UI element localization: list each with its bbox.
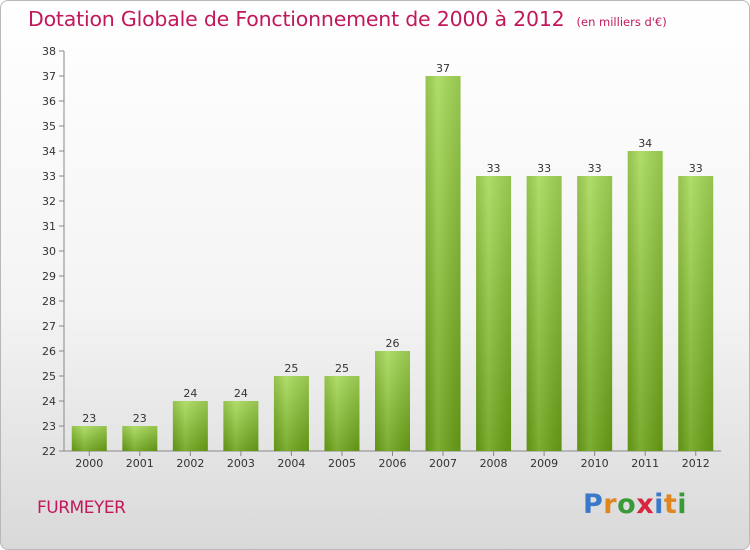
y-tick-label: 27 — [42, 320, 56, 333]
x-tick-label: 2003 — [227, 457, 255, 470]
bar-value-label: 23 — [82, 412, 96, 425]
logo-letter: i — [654, 489, 664, 520]
x-tick-label: 2007 — [429, 457, 457, 470]
logo-letter: x — [636, 489, 655, 520]
bar-value-label: 33 — [487, 162, 501, 175]
bar-value-label: 24 — [234, 387, 248, 400]
bar-value-label: 23 — [133, 412, 147, 425]
bar-shading — [172, 401, 208, 451]
bar-shading — [273, 376, 309, 451]
bar-shading — [375, 351, 410, 451]
bar-shading — [324, 376, 360, 451]
logo-letter: t — [663, 489, 678, 520]
logo-letter: P — [583, 489, 604, 520]
bar-value-label: 25 — [335, 362, 349, 375]
chart-title: Dotation Globale de Fonctionnement de 20… — [28, 7, 667, 31]
y-tick-label: 25 — [42, 370, 56, 383]
proxiti-logo: Proxiti — [583, 489, 687, 520]
bar-shading — [577, 176, 613, 451]
bars — [71, 76, 714, 451]
y-tick-label: 26 — [42, 345, 56, 358]
y-tick-label: 32 — [42, 195, 56, 208]
axes: 22 23 24 25 26 27 28 29 30 31 32 33 34 35 36 37 38 2000 20… — [42, 45, 721, 470]
unit-note: (en milliers d'€) — [576, 15, 667, 29]
y-tick-label: 29 — [42, 270, 56, 283]
bar-value-label: 33 — [537, 162, 551, 175]
data-labels: 23 23 24 24 25 25 26 37 33 33 33 34 33 — [82, 62, 702, 425]
x-tick-label: 2009 — [530, 457, 558, 470]
chart-title-text: Dotation Globale de Fonctionnement de 20… — [28, 7, 565, 31]
bar-value-label: 34 — [638, 137, 652, 150]
bar-value-label: 33 — [689, 162, 703, 175]
bar-shading — [122, 426, 158, 451]
bar-shading — [627, 151, 663, 451]
y-tick-label: 33 — [42, 170, 56, 183]
x-tick-label: 2010 — [581, 457, 609, 470]
x-tick-label: 2004 — [277, 457, 305, 470]
logo-letter: i — [677, 489, 688, 520]
bar-value-label: 37 — [436, 62, 450, 75]
bar-value-label: 25 — [284, 362, 298, 375]
bar-value-label: 24 — [183, 387, 197, 400]
x-tick-label: 2012 — [682, 457, 710, 470]
bar-shading — [476, 176, 512, 451]
y-tick-label: 37 — [42, 70, 56, 83]
x-tick-label: 2008 — [480, 457, 508, 470]
logo-letter: o — [617, 489, 637, 520]
bar-shading — [425, 76, 461, 451]
x-tick-label: 2001 — [126, 457, 154, 470]
logo-letter: r — [603, 489, 618, 520]
y-tick-label: 24 — [42, 395, 56, 408]
y-tick-label: 28 — [42, 295, 56, 308]
commune-name: FURMEYER — [37, 498, 126, 518]
y-tick-label: 38 — [42, 45, 56, 58]
y-tick-label: 34 — [42, 145, 56, 158]
y-tick-label: 23 — [42, 420, 56, 433]
bar-shading — [223, 401, 259, 451]
bar-shading — [526, 176, 562, 451]
y-tick-label: 30 — [42, 245, 56, 258]
y-tick-label: 31 — [42, 220, 56, 233]
x-tick-label: 2006 — [379, 457, 407, 470]
y-tick-label: 36 — [42, 95, 56, 108]
y-tick-label: 22 — [42, 445, 56, 458]
bar-shading — [678, 176, 714, 451]
bar-value-label: 33 — [588, 162, 602, 175]
bar-value-label: 26 — [386, 337, 400, 350]
x-tick-label: 2000 — [75, 457, 103, 470]
x-tick-label: 2011 — [631, 457, 659, 470]
y-tick-label: 35 — [42, 120, 56, 133]
bar-shading — [71, 426, 107, 451]
x-tick-label: 2002 — [176, 457, 204, 470]
x-tick-label: 2005 — [328, 457, 356, 470]
